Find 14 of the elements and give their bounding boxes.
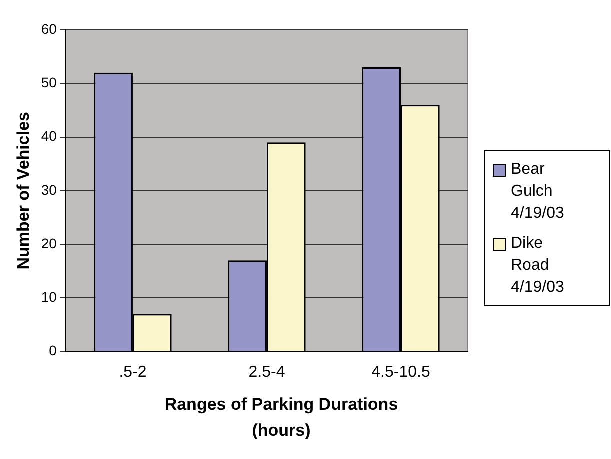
x-axis-title: Ranges of Parking Durations (hours) (164, 394, 400, 442)
x-tick-label: 4.5-10.5 (372, 364, 430, 381)
y-tick-label: 30 (41, 182, 58, 198)
legend-label: Dike Road 4/19/03 (511, 234, 566, 298)
y-tick-label: 50 (41, 74, 58, 90)
y-tick-label: 60 (41, 20, 58, 37)
y-tick-label: 40 (41, 128, 58, 144)
y-tick-label: 10 (41, 289, 58, 306)
y-tick-label: 0 (49, 342, 58, 359)
x-tick-label: 2.5-4 (248, 364, 286, 381)
y-axis-title: Number of Vehicles (14, 112, 33, 270)
x-tick-label: .5-2 (119, 364, 147, 381)
y-tick-label: 20 (41, 235, 58, 252)
legend-label: Bear Gulch 4/19/03 (511, 160, 566, 224)
